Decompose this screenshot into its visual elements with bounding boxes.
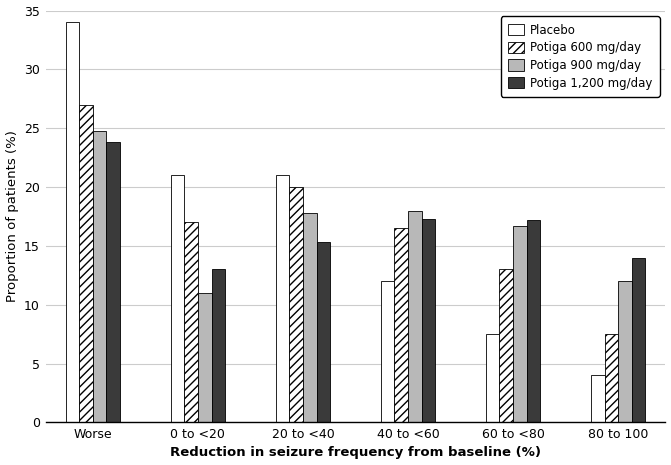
Bar	[276, 175, 289, 422]
Bar	[486, 334, 499, 422]
Bar	[527, 220, 540, 422]
Bar	[79, 105, 93, 422]
Bar	[499, 269, 513, 422]
Bar	[198, 293, 211, 422]
Legend: Placebo, Potiga 600 mg/day, Potiga 900 mg/day, Potiga 1,200 mg/day: Placebo, Potiga 600 mg/day, Potiga 900 m…	[501, 16, 660, 97]
Bar	[591, 375, 605, 422]
Bar	[289, 187, 303, 422]
Bar	[66, 22, 79, 422]
Bar	[632, 258, 646, 422]
Bar	[618, 281, 632, 422]
Bar	[107, 142, 120, 422]
X-axis label: Reduction in seizure frequency from baseline (%): Reduction in seizure frequency from base…	[170, 446, 541, 459]
Bar	[93, 131, 107, 422]
Bar	[421, 219, 435, 422]
Bar	[170, 175, 185, 422]
Bar	[317, 242, 330, 422]
Bar	[211, 269, 225, 422]
Bar	[380, 281, 395, 422]
Bar	[408, 211, 421, 422]
Bar	[185, 222, 198, 422]
Bar	[303, 213, 317, 422]
Bar	[395, 228, 408, 422]
Bar	[605, 334, 618, 422]
Bar	[513, 226, 527, 422]
Y-axis label: Proportion of patients (%): Proportion of patients (%)	[5, 131, 19, 302]
